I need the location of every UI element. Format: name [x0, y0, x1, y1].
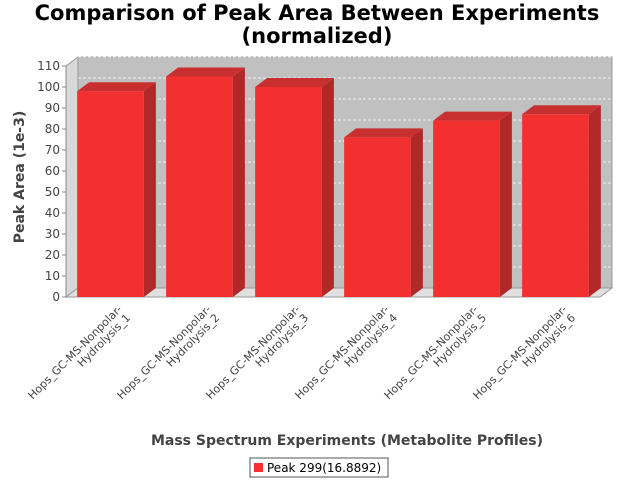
legend: Peak 299(16.8892) — [249, 457, 389, 478]
y-tick-label: 80 — [45, 122, 60, 136]
bar-top — [166, 67, 245, 77]
y-tick-label: 70 — [45, 143, 60, 157]
y-tick-label: 60 — [45, 164, 60, 178]
legend-swatch — [254, 463, 263, 472]
x-tick-label-line: Hops_GC-MS-Nonpolar- — [26, 303, 125, 402]
bar-side — [232, 67, 245, 297]
y-tick-label: 10 — [45, 269, 60, 283]
bar-side — [410, 128, 423, 297]
legend-label: Peak 299(16.8892) — [267, 461, 381, 475]
y-tick-label: 0 — [52, 290, 60, 304]
y-tick-label: 100 — [37, 80, 60, 94]
bar-front — [433, 120, 500, 297]
y-axis: 0 10 20 30 40 50 60 70 80 90 100 110 — [37, 59, 67, 304]
y-tick-label: 90 — [45, 101, 60, 115]
y-tick-label: 20 — [45, 248, 60, 262]
y-tick-label: 50 — [45, 185, 60, 199]
bar-front — [255, 87, 322, 297]
bar — [344, 128, 423, 297]
bar-front — [166, 76, 233, 297]
plot-left-wall — [65, 56, 79, 298]
chart-title-line-2: (normalized) — [242, 24, 393, 48]
bar — [522, 105, 601, 297]
bar — [166, 67, 245, 297]
bars — [77, 67, 601, 297]
chart-title-line-1: Comparison of Peak Area Between Experime… — [35, 1, 600, 25]
x-axis-labels: Hops_GC-MS-Nonpolar-Hydrolysis_1Hops_GC-… — [26, 303, 579, 402]
y-axis-title: Peak Area (1e-3) — [12, 111, 28, 244]
bar — [433, 111, 512, 297]
bar-side — [321, 78, 334, 297]
y-tick-label: 110 — [37, 59, 60, 73]
bar-side — [499, 111, 512, 297]
legend-box — [249, 457, 389, 478]
bar-front — [344, 137, 411, 297]
x-axis-title: Mass Spectrum Experiments (Metabolite Pr… — [151, 433, 543, 449]
y-tick-label: 40 — [45, 206, 60, 220]
bar-top — [255, 78, 334, 87]
bar-top — [77, 82, 156, 92]
bar-side — [588, 105, 601, 297]
bar-top — [522, 105, 601, 115]
bar-front — [522, 114, 589, 297]
bar-top — [433, 111, 512, 121]
bar-side — [143, 82, 156, 297]
bar-front — [77, 91, 144, 297]
bar — [255, 78, 334, 297]
bar — [77, 82, 156, 297]
y-tick-label: 30 — [45, 227, 60, 241]
bar-top — [344, 128, 423, 138]
